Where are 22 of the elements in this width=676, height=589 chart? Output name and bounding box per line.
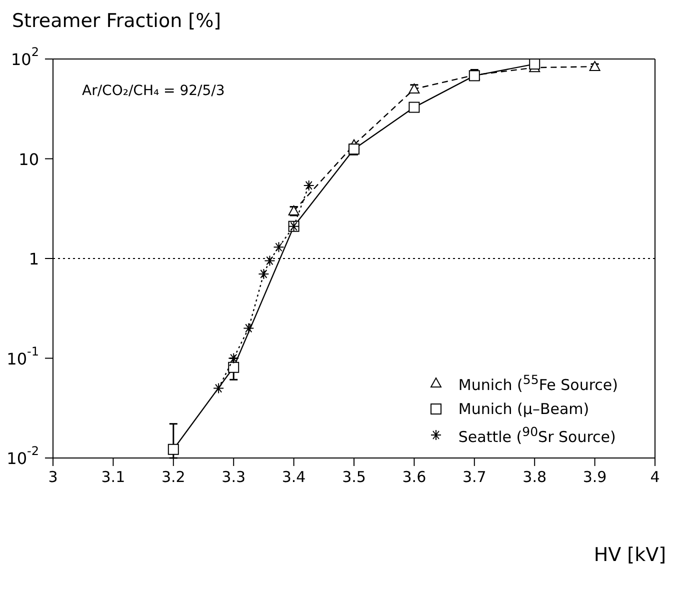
x-tick-label: 3.9 (582, 468, 607, 486)
x-tick-label: 3.6 (402, 468, 426, 486)
y-tick-label: 10$^{-1}$ (6, 344, 39, 368)
legend-label: Seattle ($^{90}$Sr Source) (458, 424, 616, 446)
legend-label: Munich ($^{55}$Fe Source) (458, 372, 618, 394)
y-axis-title: Streamer Fraction [%] (12, 10, 222, 32)
y-tick-label: 10$^{2}$ (11, 45, 39, 68)
annotation: Ar/CO₂/CH₄ = 92/5/3 (82, 83, 225, 99)
x-axis-title: HV [kV] (594, 544, 666, 566)
legend-label: Munich (μ–Beam) (458, 400, 590, 418)
x-tick-label: 3.1 (101, 468, 126, 486)
y-tick-label: 1 (28, 249, 39, 268)
x-tick-label: 3.7 (462, 468, 486, 486)
x-tick-label: 3 (48, 468, 58, 486)
x-tick-label: 3.4 (282, 468, 306, 486)
y-tick-label: 10 (18, 149, 39, 168)
x-tick-label: 3.2 (161, 468, 186, 486)
x-tick-label: 3.3 (222, 468, 246, 486)
x-tick-label: 3.8 (522, 468, 547, 486)
x-tick-label: 4 (650, 468, 660, 486)
y-tick-label: 10$^{-2}$ (6, 444, 39, 468)
x-tick-label: 3.5 (342, 468, 366, 486)
